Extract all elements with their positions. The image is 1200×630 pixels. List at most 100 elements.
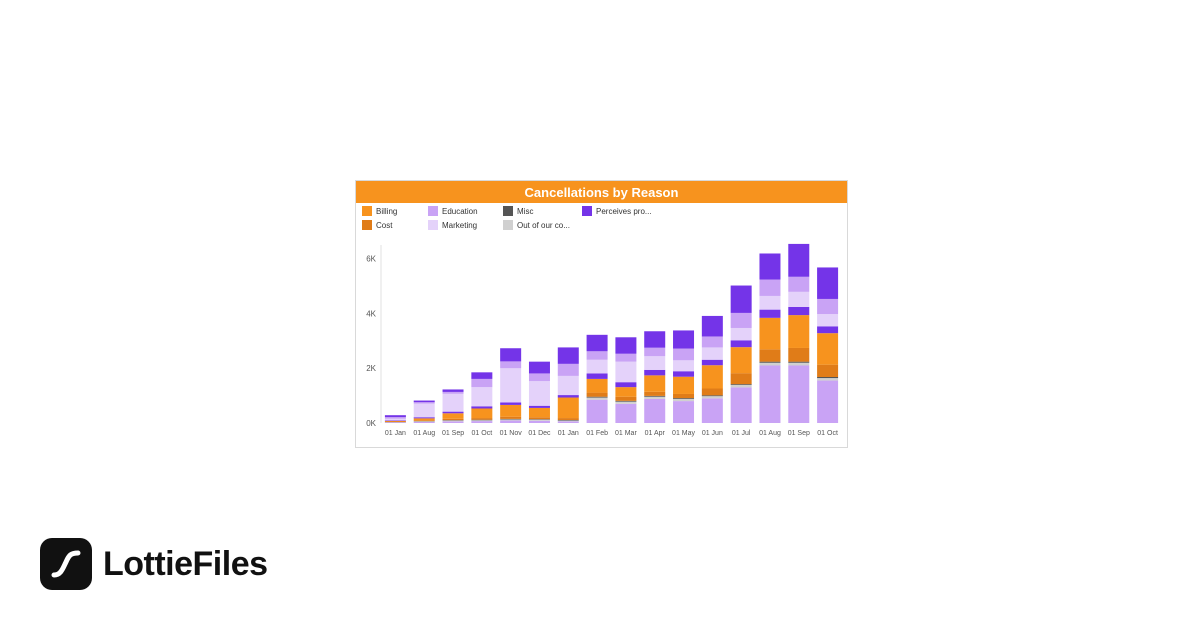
bar-segment[interactable]: [471, 408, 493, 419]
bar-segment[interactable]: [442, 393, 464, 412]
bar-segment[interactable]: [528, 419, 550, 420]
bar-segment[interactable]: [673, 398, 695, 399]
bar-segment[interactable]: [644, 391, 666, 396]
bar-segment[interactable]: [615, 403, 637, 423]
bar-segment[interactable]: [673, 393, 695, 399]
bar-segment[interactable]: [701, 347, 723, 360]
bar-segment[interactable]: [788, 362, 810, 366]
bar-segment[interactable]: [500, 368, 522, 403]
bar-segment[interactable]: [615, 401, 637, 404]
bar-segment[interactable]: [730, 387, 752, 423]
bar-segment[interactable]: [557, 375, 579, 396]
bar-segment[interactable]: [701, 398, 723, 423]
bar-segment[interactable]: [413, 400, 435, 403]
bar-segment[interactable]: [788, 276, 810, 292]
bar-segment[interactable]: [615, 353, 637, 362]
bar-segment[interactable]: [730, 312, 752, 328]
bar-segment[interactable]: [471, 406, 493, 409]
bar-segment[interactable]: [442, 421, 464, 423]
bar-segment[interactable]: [615, 396, 637, 401]
bar-segment[interactable]: [557, 420, 579, 422]
bar-segment[interactable]: [586, 351, 608, 360]
bar-segment[interactable]: [500, 402, 522, 405]
bar-segment[interactable]: [384, 421, 406, 423]
bar-segment[interactable]: [759, 317, 781, 350]
bar-segment[interactable]: [673, 398, 695, 402]
bar-segment[interactable]: [644, 395, 666, 397]
bar-segment[interactable]: [759, 253, 781, 280]
bar-segment[interactable]: [817, 326, 839, 334]
bar-segment[interactable]: [500, 361, 522, 369]
bar-segment[interactable]: [673, 330, 695, 349]
bar-segment[interactable]: [500, 416, 522, 419]
bar-segment[interactable]: [471, 419, 493, 421]
bar-segment[interactable]: [615, 387, 637, 397]
bar-segment[interactable]: [384, 415, 406, 418]
bar-segment[interactable]: [817, 380, 839, 423]
bar-segment[interactable]: [788, 306, 810, 316]
legend-item[interactable]: Marketing: [428, 220, 477, 230]
bar-segment[interactable]: [442, 413, 464, 419]
bar-segment[interactable]: [817, 333, 839, 365]
bar-segment[interactable]: [730, 373, 752, 385]
bar-segment[interactable]: [644, 356, 666, 370]
bar-segment[interactable]: [442, 389, 464, 392]
bar-segment[interactable]: [701, 365, 723, 389]
bar-segment[interactable]: [759, 349, 781, 362]
bar-segment[interactable]: [730, 285, 752, 313]
bar-segment[interactable]: [730, 347, 752, 374]
bar-segment[interactable]: [413, 421, 435, 423]
bar-segment[interactable]: [788, 315, 810, 348]
bar-segment[interactable]: [471, 421, 493, 423]
bar-segment[interactable]: [817, 376, 839, 379]
bar-segment[interactable]: [644, 396, 666, 399]
bar-segment[interactable]: [586, 359, 608, 374]
bar-segment[interactable]: [384, 417, 406, 419]
bar-segment[interactable]: [586, 399, 608, 423]
bar-segment[interactable]: [586, 397, 608, 400]
bar-segment[interactable]: [673, 401, 695, 423]
bar-segment[interactable]: [615, 361, 637, 383]
bar-segment[interactable]: [701, 336, 723, 348]
bar-segment[interactable]: [586, 334, 608, 352]
bar-segment[interactable]: [586, 396, 608, 398]
bar-segment[interactable]: [701, 396, 723, 399]
bar-segment[interactable]: [673, 376, 695, 394]
bar-segment[interactable]: [730, 384, 752, 385]
bar-segment[interactable]: [615, 337, 637, 354]
bar-segment[interactable]: [788, 291, 810, 307]
bar-segment[interactable]: [528, 381, 550, 406]
legend-item[interactable]: Cost: [362, 220, 392, 230]
bar-segment[interactable]: [413, 420, 435, 422]
bar-segment[interactable]: [528, 420, 550, 423]
bar-segment[interactable]: [557, 347, 579, 364]
bar-segment[interactable]: [673, 360, 695, 372]
bar-segment[interactable]: [586, 392, 608, 397]
bar-segment[interactable]: [788, 365, 810, 423]
bar-segment[interactable]: [528, 417, 550, 420]
bar-segment[interactable]: [730, 384, 752, 388]
bar-segment[interactable]: [759, 279, 781, 296]
bar-segment[interactable]: [673, 371, 695, 377]
bar-segment[interactable]: [528, 373, 550, 382]
bar-segment[interactable]: [413, 421, 435, 422]
bar-segment[interactable]: [644, 331, 666, 348]
bar-segment[interactable]: [557, 363, 579, 376]
bar-segment[interactable]: [615, 400, 637, 402]
bar-segment[interactable]: [817, 314, 839, 327]
bar-segment[interactable]: [442, 391, 464, 394]
bar-segment[interactable]: [788, 361, 810, 363]
legend-item[interactable]: Education: [428, 206, 478, 216]
bar-segment[interactable]: [442, 420, 464, 422]
bar-segment[interactable]: [557, 419, 579, 421]
bar-segment[interactable]: [500, 418, 522, 420]
bar-segment[interactable]: [384, 422, 406, 423]
bar-segment[interactable]: [557, 421, 579, 423]
bar-segment[interactable]: [413, 418, 435, 421]
bar-segment[interactable]: [557, 395, 579, 398]
bar-segment[interactable]: [413, 403, 435, 418]
bar-segment[interactable]: [673, 348, 695, 361]
bar-segment[interactable]: [384, 420, 406, 421]
bar-segment[interactable]: [557, 397, 579, 419]
bar-segment[interactable]: [471, 418, 493, 420]
